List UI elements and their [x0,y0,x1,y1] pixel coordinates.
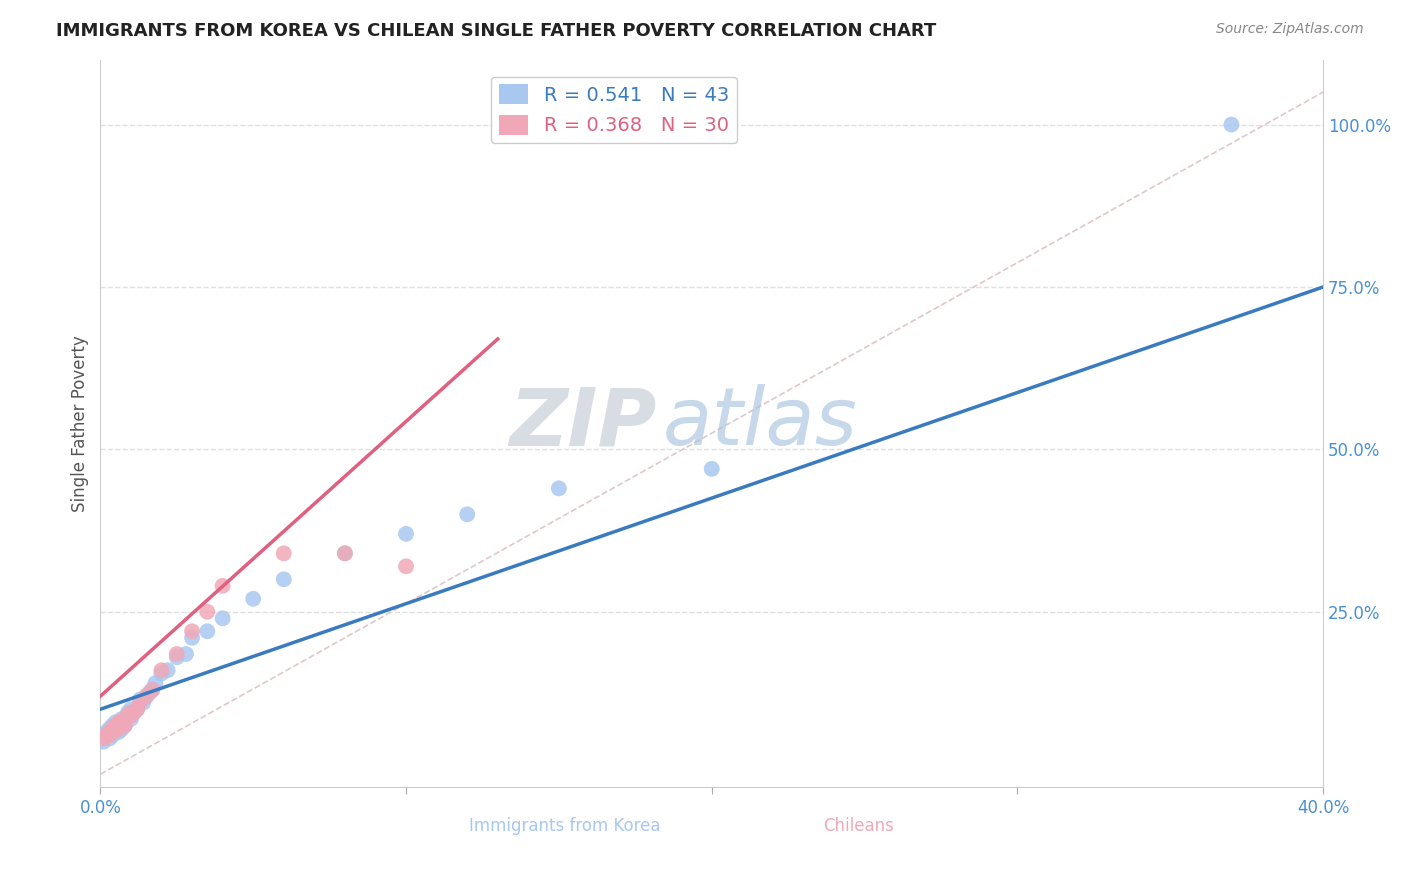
Point [93,735,115,749]
Point [150,663,173,677]
Point [129,696,152,710]
Point [181,624,204,639]
Point [104,722,127,736]
Point [548,481,571,495]
Point [195,624,218,639]
Point [101,728,124,742]
Point [120,712,142,726]
Point [273,572,295,586]
Point [456,508,478,522]
Point [114,718,136,732]
Point [107,718,129,732]
Point [1220,118,1243,132]
Point [120,702,142,716]
Point [120,706,142,720]
Point [138,686,160,700]
Point [166,650,188,665]
Point [114,712,136,726]
Point [111,715,134,730]
Point [174,647,197,661]
Legend: R = 0.541   N = 43, R = 0.368   N = 30: R = 0.541 N = 43, R = 0.368 N = 30 [491,77,737,143]
Point [395,526,418,541]
Point [122,706,145,720]
Point [211,579,233,593]
Text: IMMIGRANTS FROM KOREA VS CHILEAN SINGLE FATHER POVERTY CORRELATION CHART: IMMIGRANTS FROM KOREA VS CHILEAN SINGLE … [56,22,936,40]
Point [156,663,179,677]
Point [211,611,233,625]
Point [150,666,173,681]
Point [273,546,295,560]
Point [181,631,204,645]
Point [104,722,127,736]
Point [101,718,124,732]
Point [333,546,356,560]
Point [104,718,127,732]
Point [132,696,155,710]
Point [101,725,124,739]
Point [117,706,139,720]
Point [96,725,118,739]
Text: Chileans: Chileans [823,817,894,835]
Point [195,605,218,619]
Text: ZIP: ZIP [509,384,657,462]
Y-axis label: Single Father Poverty: Single Father Poverty [72,335,89,512]
Text: atlas: atlas [662,384,858,462]
Point [135,690,157,704]
Point [104,715,127,730]
Point [145,676,167,690]
Point [98,725,121,739]
Point [98,722,121,736]
Point [96,728,118,742]
Point [101,722,124,736]
Point [135,690,157,704]
Point [111,718,134,732]
Point [125,702,148,716]
Point [96,728,118,742]
Point [120,708,142,723]
Point [111,712,134,726]
Point [117,708,139,723]
Point [122,706,145,720]
Point [242,591,264,606]
Point [117,708,139,723]
Point [114,715,136,730]
Point [93,731,115,746]
Point [107,715,129,730]
Point [107,725,129,739]
Point [98,731,121,746]
Point [129,692,152,706]
Text: Source: ZipAtlas.com: Source: ZipAtlas.com [1216,22,1364,37]
Point [98,728,121,742]
Point [395,559,418,574]
Point [104,725,127,739]
Point [107,722,129,736]
Point [125,702,148,716]
Point [166,647,188,661]
Point [111,722,134,736]
Point [141,682,163,697]
Point [333,546,356,560]
Point [114,718,136,732]
Text: Immigrants from Korea: Immigrants from Korea [470,817,661,835]
Point [141,682,163,697]
Point [700,462,723,476]
